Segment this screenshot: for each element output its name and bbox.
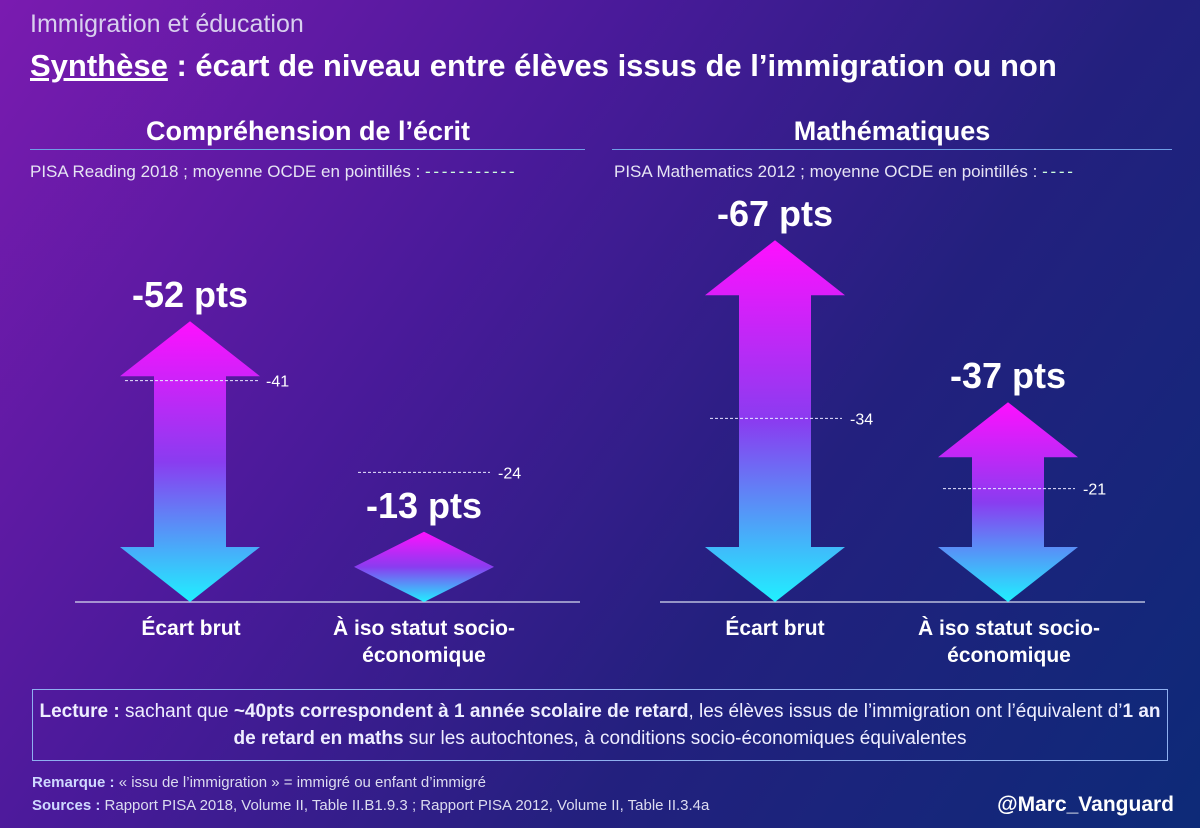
data-label-1-0: -67 pts xyxy=(717,193,833,234)
remark-note: Remarque : « issu de l’immigration » = i… xyxy=(32,774,486,791)
panel-divider-maths xyxy=(612,149,1172,150)
author-handle: @Marc_Vanguard xyxy=(997,793,1174,816)
data-label-1-1: -37 pts xyxy=(950,355,1066,396)
category-label-reading-0: Écart brut xyxy=(141,617,241,640)
bar-arrow-1-0 xyxy=(705,240,845,602)
data-label-0-0: -52 pts xyxy=(132,274,248,315)
panel-subtitle-maths: PISA Mathematics 2012 ; moyenne OCDE en … xyxy=(614,162,1073,181)
oecd-average-label-0-0: -41 xyxy=(266,374,289,391)
panel-title-maths: Mathématiques xyxy=(793,116,991,146)
oecd-average-label-0-1: -24 xyxy=(498,465,521,482)
category-label-maths-0: Écart brut xyxy=(725,617,825,640)
panel-divider-reading xyxy=(30,149,585,150)
category-label-maths-1: À iso statut socio-économique xyxy=(917,617,1101,667)
oecd-average-label-1-0: -34 xyxy=(850,411,873,428)
sources-note: Sources : Rapport PISA 2018, Volume II, … xyxy=(32,797,710,814)
bar-arrow-1-1 xyxy=(938,402,1078,602)
panel-subtitle-reading: PISA Reading 2018 ; moyenne OCDE en poin… xyxy=(30,162,515,181)
data-label-0-1: -13 pts xyxy=(366,485,482,526)
title-underlined: Synthèse xyxy=(30,48,168,83)
bar-arrow-0-1 xyxy=(354,531,494,602)
bar-arrow-0-0 xyxy=(120,321,260,602)
panel-title-reading: Compréhension de l’écrit xyxy=(145,116,471,146)
title-rest: : écart de niveau entre élèves issus de … xyxy=(167,48,1057,83)
category-label-reading-1: À iso statut socio-économique xyxy=(332,617,516,667)
main-title: Synthèse : écart de niveau entre élèves … xyxy=(30,48,1057,84)
kicker-title: Immigration et éducation xyxy=(30,10,304,38)
oecd-average-label-1-1: -21 xyxy=(1083,482,1106,499)
reading-note-box: Lecture : sachant que ~40pts corresponde… xyxy=(32,689,1168,761)
